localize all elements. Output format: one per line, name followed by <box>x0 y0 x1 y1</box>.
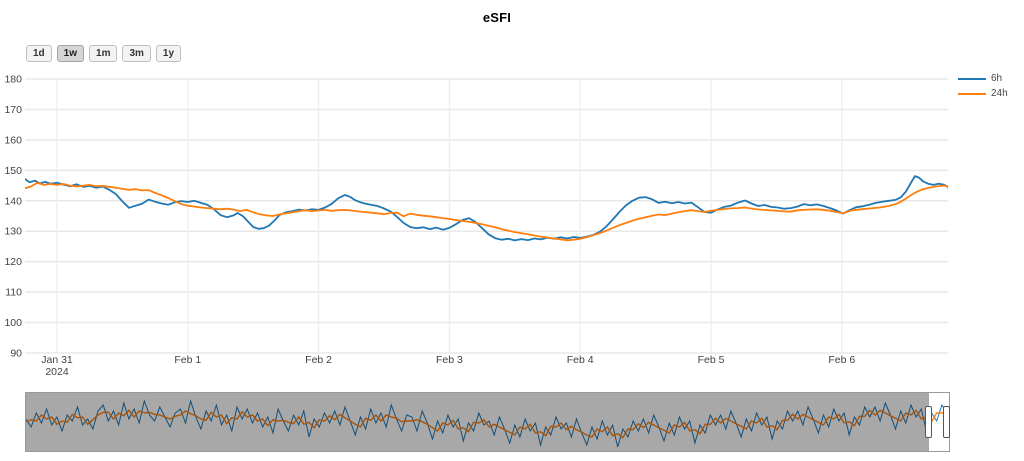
y-tick-label: 160 <box>4 134 22 146</box>
x-tick-label: Jan 31 <box>41 354 73 366</box>
y-tick-label: 170 <box>4 104 22 116</box>
legend: 6h 24h <box>958 71 1008 101</box>
legend-item-24h[interactable]: 24h <box>958 86 1008 101</box>
x-tick-label: Feb 6 <box>828 354 855 366</box>
rangeslider-mask[interactable] <box>26 393 929 451</box>
rangeslider[interactable] <box>25 392 950 452</box>
y-tick-label: 120 <box>4 256 22 268</box>
rangeslider-handle-left[interactable] <box>925 406 932 438</box>
rangeslider-handle-right[interactable] <box>943 406 950 438</box>
legend-line-swatch <box>958 77 986 80</box>
y-tick-label: 180 <box>4 74 22 86</box>
series-line-6h <box>25 175 948 242</box>
legend-line-swatch <box>958 92 986 95</box>
x-tick-label: Feb 4 <box>567 354 594 366</box>
series-line-24h <box>25 181 948 242</box>
x-tick-label: Feb 1 <box>174 354 201 366</box>
range-button-1y[interactable]: 1y <box>155 45 182 62</box>
range-selector: 1d 1w 1m 3m 1y <box>26 45 182 62</box>
y-tick-label: 130 <box>4 226 22 238</box>
y-tick-label: 150 <box>4 165 22 177</box>
range-button-1m[interactable]: 1m <box>89 45 118 62</box>
y-tick-label: 90 <box>10 348 22 360</box>
rangeslider-line-24h <box>26 409 948 439</box>
rangeslider-mini-chart <box>26 399 948 448</box>
x-tick-label: 2024 <box>45 366 69 378</box>
y-tick-label: 140 <box>4 195 22 207</box>
x-tick-label: Feb 2 <box>305 354 332 366</box>
range-button-1d[interactable]: 1d <box>26 45 52 62</box>
range-button-3m[interactable]: 3m <box>122 45 151 62</box>
x-tick-label: Feb 5 <box>698 354 725 366</box>
range-button-1w[interactable]: 1w <box>56 45 85 62</box>
y-tick-label: 100 <box>4 317 22 329</box>
y-tick-label: 110 <box>5 287 22 299</box>
x-tick-label: Feb 3 <box>436 354 463 366</box>
legend-label: 6h <box>991 73 1003 84</box>
chart-title: eSFI <box>482 10 512 25</box>
legend-item-6h[interactable]: 6h <box>958 71 1008 86</box>
legend-label: 24h <box>991 88 1008 99</box>
